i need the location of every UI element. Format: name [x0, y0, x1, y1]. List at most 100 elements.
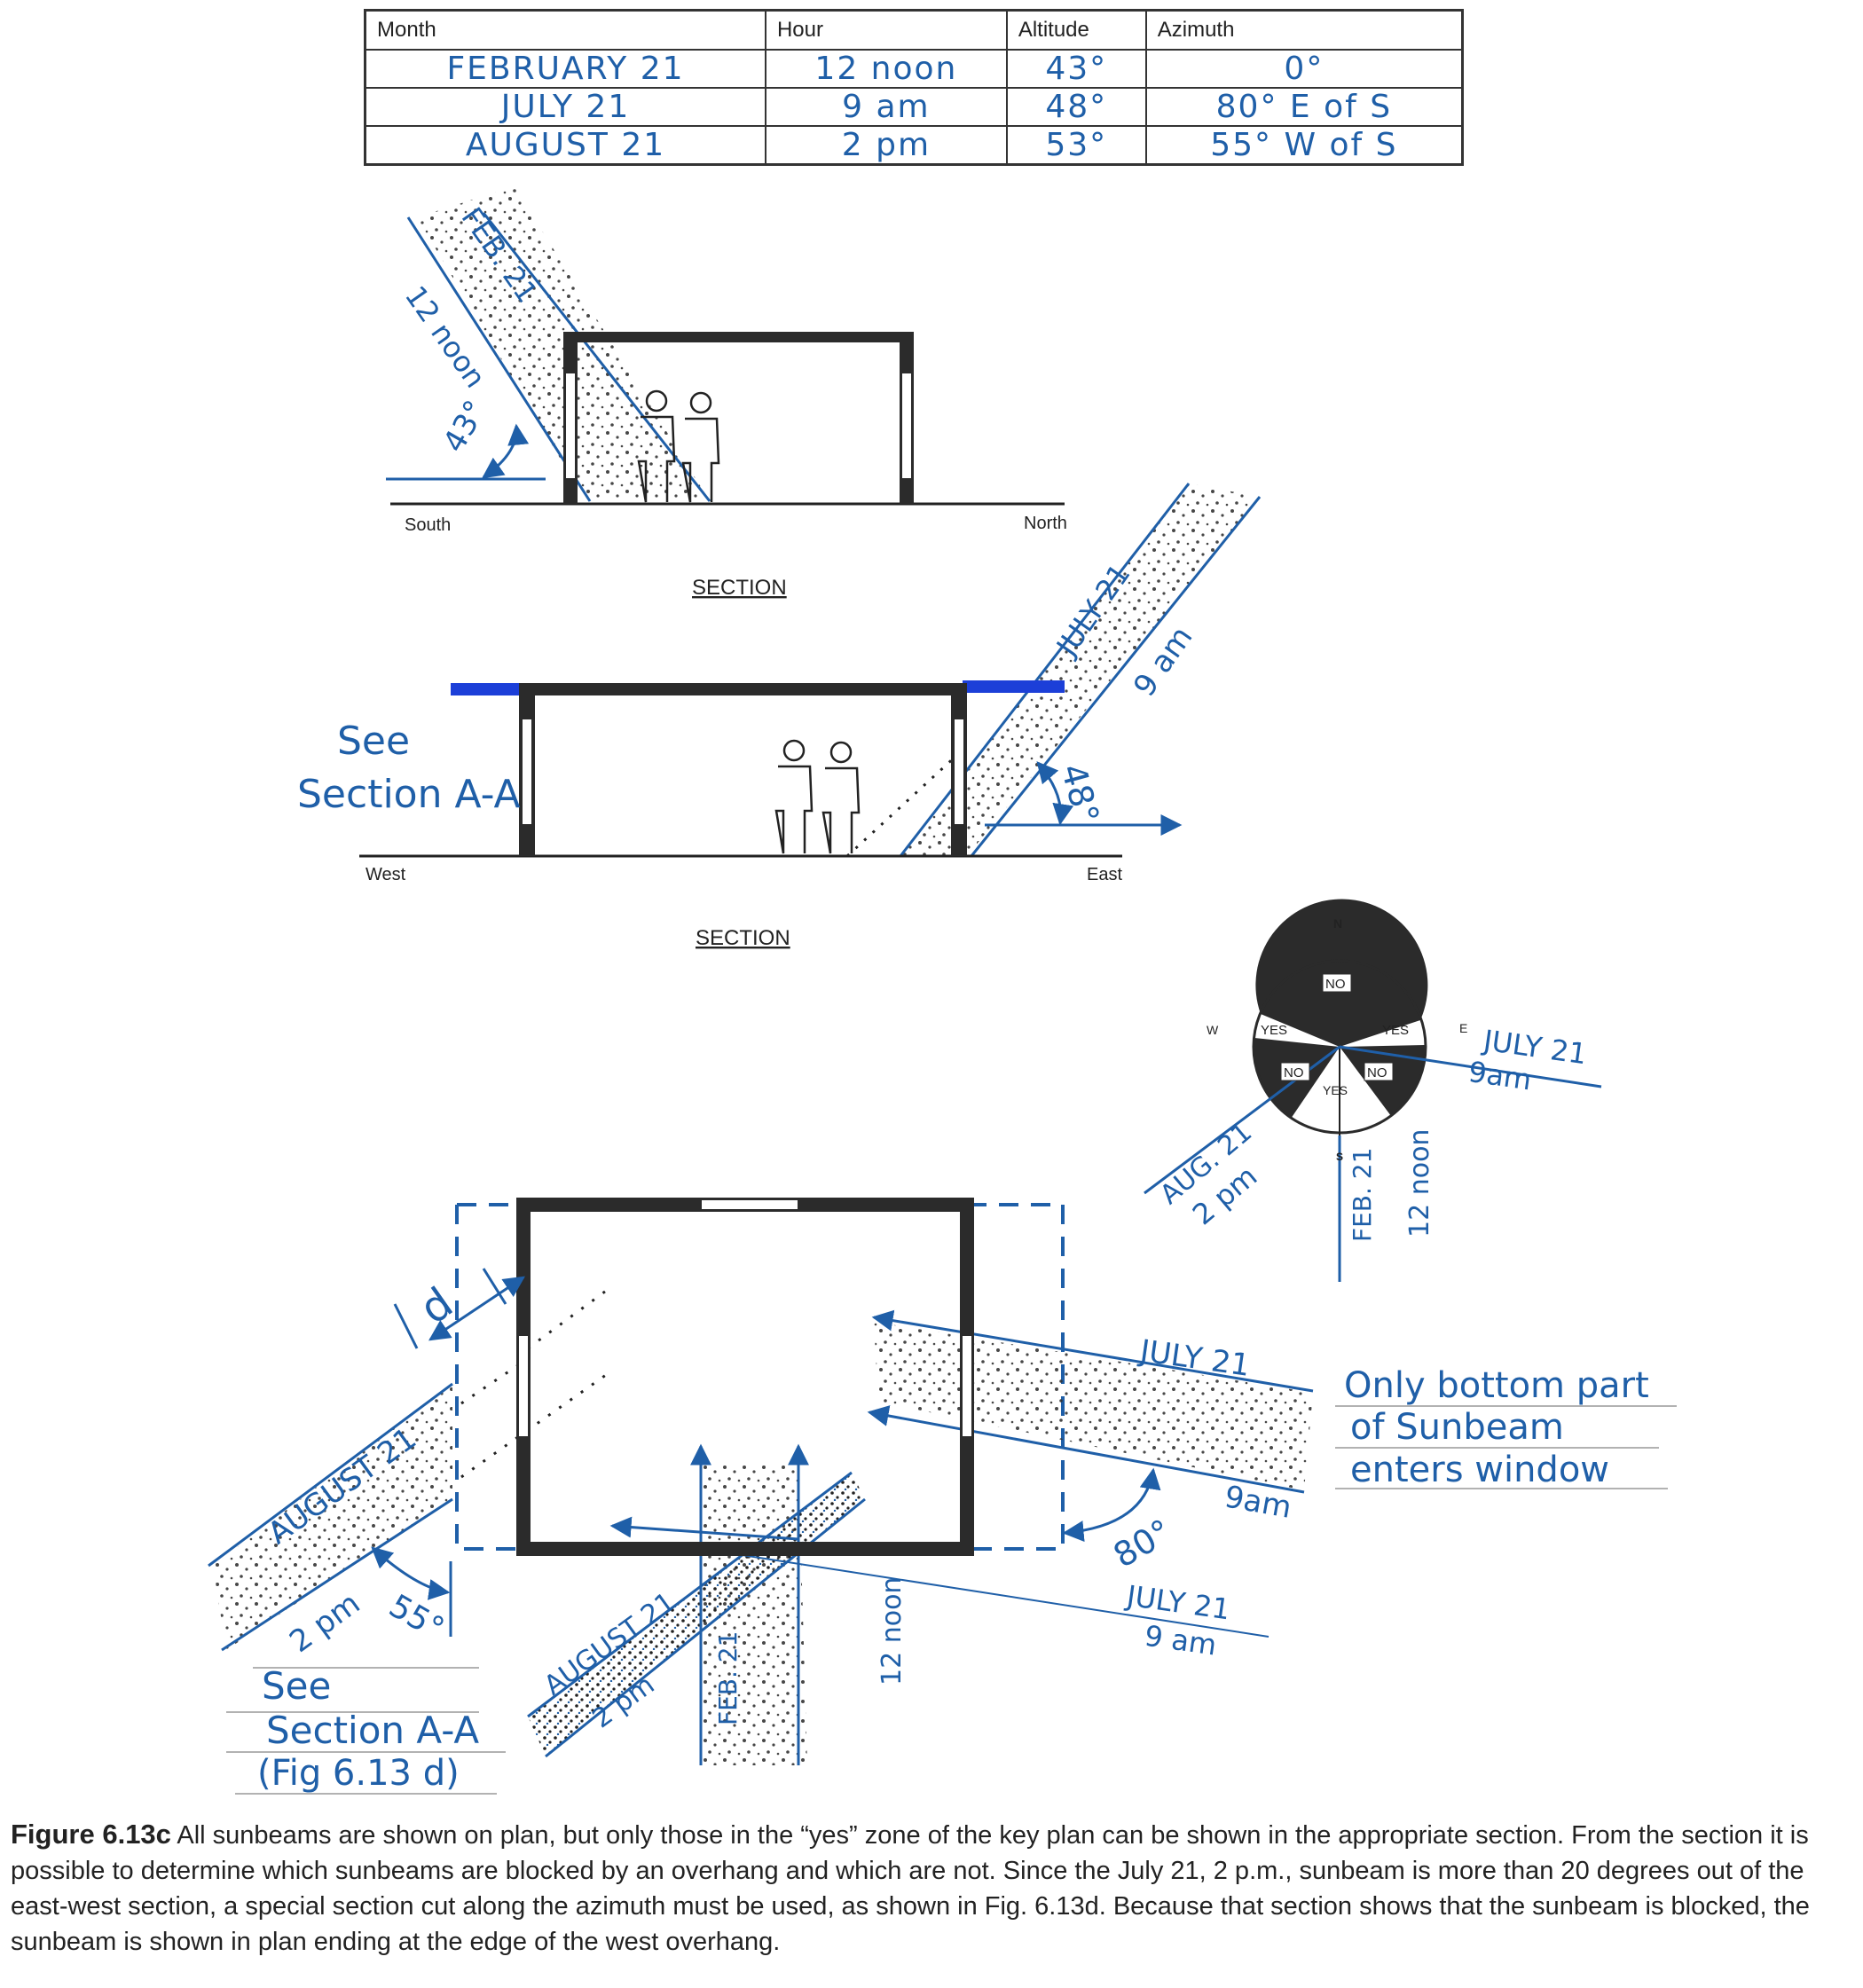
- cell-altitude: 53°: [1005, 125, 1147, 166]
- sunbeam-edge: [899, 483, 1191, 857]
- header-hour: Hour: [764, 9, 1008, 51]
- sunbeam-edge: [867, 1405, 1305, 1494]
- header-month: Month: [364, 9, 766, 51]
- east-label: East: [1087, 865, 1122, 884]
- north-window: [700, 1198, 799, 1211]
- see-note-3: (Fig 6.13 d): [257, 1753, 460, 1794]
- aug-beam-arrow: [609, 1516, 799, 1541]
- sunbeam-edge: [221, 1497, 453, 1652]
- east-window: [953, 718, 965, 826]
- cell-altitude: 48°: [1005, 87, 1147, 127]
- plan-july-time: 9am: [1222, 1479, 1293, 1526]
- sunbeam-edge: [208, 1382, 453, 1568]
- angle-arc: [1062, 1467, 1161, 1543]
- window-note-1: Only bottom part: [1344, 1365, 1649, 1406]
- plan-july2-time: 9 am: [1143, 1619, 1219, 1662]
- plan-feb-time: 12 noon: [876, 1577, 908, 1685]
- cell-hour: 12 noon: [764, 49, 1008, 89]
- section-title: SECTION: [696, 926, 790, 950]
- table-header-row: Month Hour Altitude Azimuth: [364, 9, 1464, 51]
- zone-label-no: NO: [1325, 977, 1346, 992]
- section-title: SECTION: [692, 576, 787, 600]
- angle-arc: [371, 1546, 451, 1600]
- cell-month: AUGUST 21: [364, 125, 766, 166]
- angle-arc: [482, 423, 530, 479]
- figure-caption: Figure 6.13c All sunbeams are shown on p…: [11, 1817, 1856, 1960]
- sunbeam-july21-east: [874, 1322, 1313, 1490]
- cell-azimuth: 55° W of S: [1144, 125, 1464, 166]
- see-note-2: Section A-A: [297, 772, 521, 817]
- cell-month: JULY 21: [364, 87, 766, 127]
- july-angle-label: 80°: [1107, 1512, 1178, 1575]
- sun-diagram: 43° FEB. 21 12 noon South North SECTION …: [208, 186, 1677, 1795]
- section-west-east: 48° JULY 21 9 am See Section A-A West Ea…: [297, 483, 1262, 950]
- projection-dots: [460, 1360, 524, 1405]
- cell-azimuth: 80° E of S: [1144, 87, 1464, 127]
- sunbeam-edge: [970, 496, 1262, 857]
- sunbeam-edge: [406, 216, 592, 502]
- west-label: West: [366, 865, 406, 884]
- projection-dots: [460, 1369, 613, 1479]
- d-label: d: [412, 1278, 462, 1334]
- key-feb-time: 12 noon: [1404, 1129, 1435, 1238]
- roof: [519, 683, 963, 695]
- east-window: [961, 1334, 973, 1438]
- see-note-1: See: [337, 719, 410, 764]
- header-azimuth: Azimuth: [1144, 9, 1464, 51]
- sunbeam-aug21-west: [213, 1384, 452, 1650]
- west-overhang: [451, 683, 522, 695]
- zone-no-top: [1255, 899, 1428, 1047]
- angle-arc: [1036, 761, 1074, 826]
- cell-altitude: 43°: [1005, 49, 1147, 89]
- sunbeam-july21: [900, 483, 1260, 856]
- zone-label-no: NO: [1367, 1065, 1387, 1080]
- cell-hour: 9 am: [764, 87, 1008, 127]
- table-row: AUGUST 21 2 pm 53° 55° W of S: [364, 125, 1464, 166]
- zone-label-yes: YES: [1261, 1023, 1287, 1038]
- caption-text: All sunbeams are shown on plan, but only…: [11, 1821, 1810, 1956]
- sunbeam-edge: [482, 212, 711, 502]
- west-window: [517, 1334, 530, 1438]
- north-window: [900, 372, 913, 480]
- projection-dots: [527, 1285, 613, 1350]
- sunbeam-aug21-south: [528, 1473, 865, 1756]
- key-feb-label: FEB. 21: [1348, 1148, 1377, 1242]
- dimension-tick: [482, 1268, 507, 1305]
- see-note-1: See: [262, 1664, 331, 1708]
- zone-label-yes: YES: [1382, 1023, 1409, 1038]
- section-south-north: 43° FEB. 21 12 noon South North SECTION: [386, 186, 1067, 600]
- cell-hour: 2 pm: [764, 125, 1008, 166]
- header-altitude: Altitude: [1005, 9, 1147, 51]
- plan-july2-label: JULY 21: [1123, 1578, 1232, 1626]
- west-window: [521, 718, 533, 826]
- aug-angle-label: 55°: [382, 1588, 450, 1647]
- blocked-beam-dots: [845, 752, 960, 858]
- south-window: [564, 372, 577, 480]
- compass-west: W: [1207, 1023, 1219, 1037]
- north-label: North: [1024, 514, 1067, 533]
- dimension-tick: [393, 1303, 419, 1349]
- see-note-2: Section A-A: [266, 1709, 479, 1752]
- window-note-3: enters window: [1350, 1450, 1609, 1490]
- july-ref-line: [696, 1547, 1270, 1638]
- figure-number: Figure 6.13c: [11, 1819, 171, 1850]
- table-row: FEBRUARY 21 12 noon 43° 0°: [364, 49, 1464, 89]
- person-icon: [637, 389, 720, 503]
- compass-north: N: [1333, 916, 1342, 931]
- zone-label-no: NO: [1284, 1065, 1304, 1080]
- east-overhang: [963, 680, 1065, 693]
- dimension-line: [428, 1276, 525, 1341]
- cell-month: FEBRUARY 21: [364, 49, 766, 89]
- table-row: JULY 21 9 am 48° 80° E of S: [364, 87, 1464, 127]
- key-plan: N S W E NO YES YES NO NO YES JULY 21 9am…: [1144, 899, 1602, 1282]
- july-azimuth-line: [1339, 1045, 1602, 1088]
- angle-label: 43°: [436, 395, 494, 459]
- compass-east: E: [1459, 1021, 1467, 1035]
- floor-plan: d 55° 80° AUGUST 21 2 pm See Section A-A…: [208, 1198, 1677, 1795]
- sunbeam-edge: [871, 1309, 1314, 1393]
- window-note-2: of Sunbeam: [1350, 1407, 1564, 1448]
- cell-azimuth: 0°: [1144, 49, 1464, 89]
- compass-south: S: [1336, 1151, 1343, 1163]
- zone-label-yes: YES: [1323, 1083, 1348, 1097]
- person-icon: [774, 739, 861, 854]
